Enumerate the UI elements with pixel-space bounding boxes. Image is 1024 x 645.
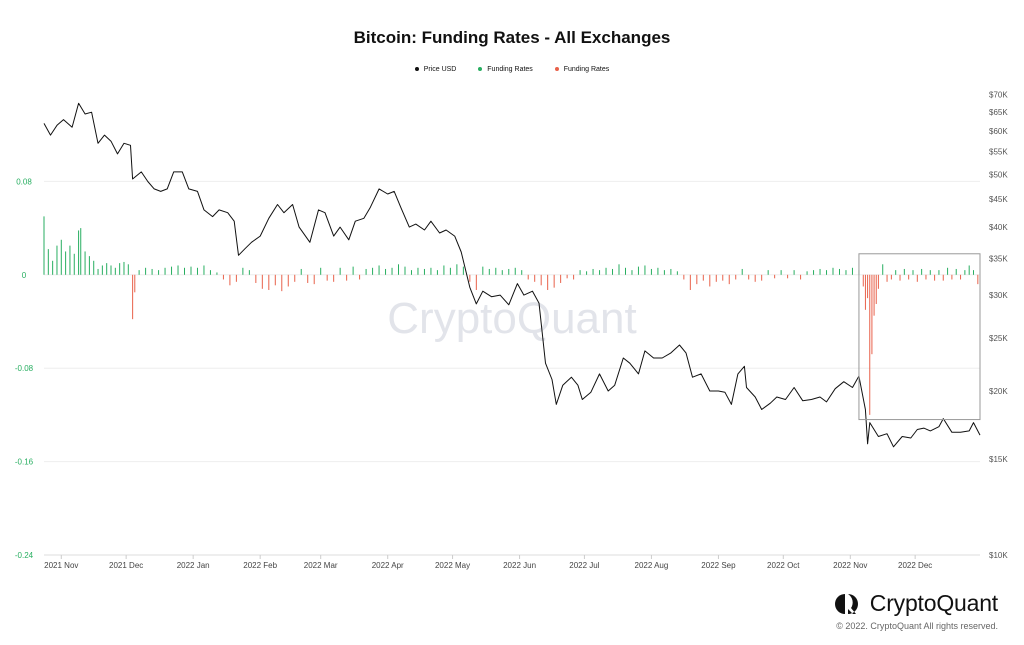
chart-title: Bitcoin: Funding Rates - All Exchanges xyxy=(353,28,671,47)
brand-name: CryptoQuant xyxy=(869,590,998,616)
cryptoquant-logo-icon xyxy=(834,593,858,614)
legend-item-funding-positive[interactable]: Funding Rates xyxy=(478,66,533,73)
right-axis-tick-label: $10K xyxy=(989,551,1008,560)
chart-canvas: CryptoQuant 0.08 0 -0.08 -0.16 -0.24 $10K $15… xyxy=(15,91,1008,570)
right-axis: $10K $15K $20K $25K $30K $35K $40K $45K $50K $55K… xyxy=(989,91,1008,560)
left-axis: 0.08 0 -0.08 -0.16 -0.24 xyxy=(15,177,34,560)
legend-dot-funding-positive xyxy=(478,67,483,72)
x-axis-tick-label: 2022 Aug xyxy=(635,561,669,570)
right-axis-tick-label: $20K xyxy=(989,387,1008,396)
price-line xyxy=(43,102,981,448)
x-axis-tick-label: 2022 Sep xyxy=(701,561,736,570)
brand: CryptoQuant xyxy=(834,590,998,617)
right-axis-tick-label: $45K xyxy=(989,195,1008,204)
legend-label-funding-negative: Funding Rates xyxy=(563,66,610,73)
right-axis-tick-label: $55K xyxy=(989,148,1008,157)
right-axis-tick-label: $25K xyxy=(989,334,1008,343)
right-axis-tick-label: $50K xyxy=(989,170,1008,179)
x-axis-tick-label: 2022 Nov xyxy=(833,561,867,570)
x-axis-tick-label: 2021 Dec xyxy=(109,561,143,570)
x-axis-tick-label: 2022 Jan xyxy=(177,561,210,570)
x-axis-tick-label: 2022 Dec xyxy=(898,561,932,570)
right-axis-tick-label: $65K xyxy=(989,108,1008,117)
x-axis-tick-label: 2022 Mar xyxy=(304,561,338,570)
right-axis-tick-label: $70K xyxy=(989,91,1008,100)
legend-item-price[interactable]: Price USD xyxy=(414,66,457,73)
x-axis-tick-label: 2022 May xyxy=(435,561,470,570)
legend-label-price: Price USD xyxy=(423,66,457,73)
x-axis-tick-label: 2022 Jun xyxy=(503,561,536,570)
legend-label-funding-positive: Funding Rates xyxy=(487,66,533,73)
legend-dot-price xyxy=(414,67,419,72)
highlight-region xyxy=(858,253,981,421)
right-axis-tick-label: $35K xyxy=(989,255,1008,264)
legend: Price USD Funding Rates Funding Rates xyxy=(0,66,1024,73)
right-axis-tick-label: $30K xyxy=(989,291,1008,300)
x-axis-tick-label: 2022 Apr xyxy=(372,561,404,570)
left-axis-tick-label: 0 xyxy=(22,271,27,280)
left-axis-tick-label: -0.16 xyxy=(15,458,34,467)
watermark-text: CryptoQuant xyxy=(387,294,636,343)
right-axis-tick-label: $15K xyxy=(989,455,1008,464)
legend-dot-funding-negative xyxy=(554,67,559,72)
legend-item-funding-negative[interactable]: Funding Rates xyxy=(554,66,610,73)
x-axis-tick-label: 2022 Feb xyxy=(243,561,277,570)
right-axis-tick-label: $40K xyxy=(989,223,1008,232)
left-axis-tick-label: -0.08 xyxy=(15,364,34,373)
x-axis-tick-label: 2022 Oct xyxy=(767,561,800,570)
highlight-box xyxy=(858,253,981,421)
left-axis-tick-label: 0.08 xyxy=(16,177,32,186)
price-series xyxy=(43,102,981,448)
left-axis-tick-label: -0.24 xyxy=(15,551,34,560)
copyright-text: © 2022. CryptoQuant All rights reserved. xyxy=(836,621,998,631)
x-axis: 2021 Nov 2021 Dec 2022 Jan 2022 Feb 2022 Mar… xyxy=(44,554,980,570)
x-axis-tick-label: 2022 Jul xyxy=(569,561,599,570)
x-axis-tick-label: 2021 Nov xyxy=(44,561,78,570)
right-axis-tick-label: $60K xyxy=(989,127,1008,136)
grid-lines xyxy=(44,180,980,556)
funding-rate-bars xyxy=(43,216,979,415)
